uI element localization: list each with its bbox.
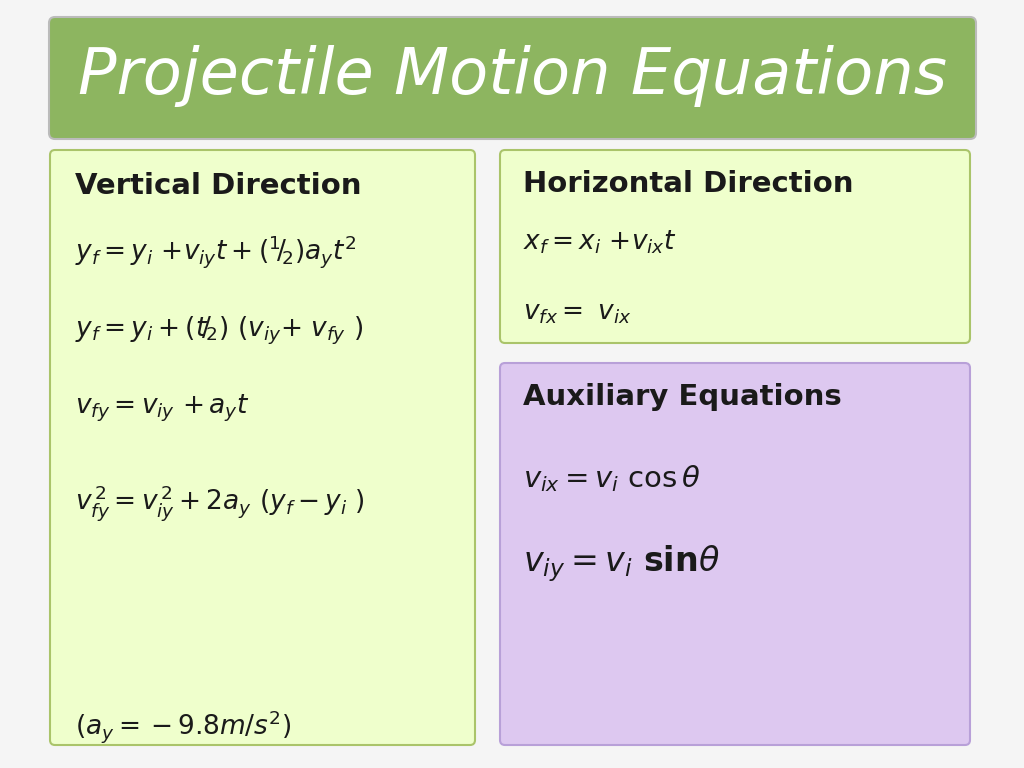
FancyBboxPatch shape	[500, 363, 970, 745]
FancyBboxPatch shape	[50, 150, 475, 745]
Text: Projectile Motion Equations: Projectile Motion Equations	[78, 45, 946, 107]
Text: $v_{fy} = v_{iy}\ \mathregular{+}\,a_y t$: $v_{fy} = v_{iy}\ \mathregular{+}\,a_y t…	[75, 393, 250, 424]
Text: $v_{fy}^{\,2} = v_{iy}^{\,2} + 2a_y\ (y_f - y_i\ )$: $v_{fy}^{\,2} = v_{iy}^{\,2} + 2a_y\ (y_…	[75, 483, 365, 523]
FancyBboxPatch shape	[49, 17, 976, 139]
Text: Auxiliary Equations: Auxiliary Equations	[523, 383, 842, 411]
FancyBboxPatch shape	[500, 150, 970, 343]
Text: Vertical Direction: Vertical Direction	[75, 172, 361, 200]
Text: $x_f = x_i\ \mathregular{+}v_{ix}t$: $x_f = x_i\ \mathregular{+}v_{ix}t$	[523, 228, 677, 256]
Text: $v_{iy} = v_i\ \mathbf{sin}\theta$: $v_{iy} = v_i\ \mathbf{sin}\theta$	[523, 543, 720, 584]
Text: $y_f = y_i\ \mathregular{+}v_{iy}t + (^1\!/\!_2)a_y t^2$: $y_f = y_i\ \mathregular{+}v_{iy}t + (^1…	[75, 233, 356, 270]
Text: $v_{fx}\mathregular{=}\ v_{ix}$: $v_{fx}\mathregular{=}\ v_{ix}$	[523, 300, 632, 326]
Text: $(a_y = -9.8m/s^2)$: $(a_y = -9.8m/s^2)$	[75, 708, 291, 745]
Text: $y_f = y_i + (t\!/\!_2)\ (v_{iy}\mathregular{+}\ v_{fy}\ )$: $y_f = y_i + (t\!/\!_2)\ (v_{iy}\mathreg…	[75, 315, 364, 347]
Text: $v_{ix} = v_i\ \cos\theta$: $v_{ix} = v_i\ \cos\theta$	[523, 463, 700, 494]
Text: Horizontal Direction: Horizontal Direction	[523, 170, 853, 198]
